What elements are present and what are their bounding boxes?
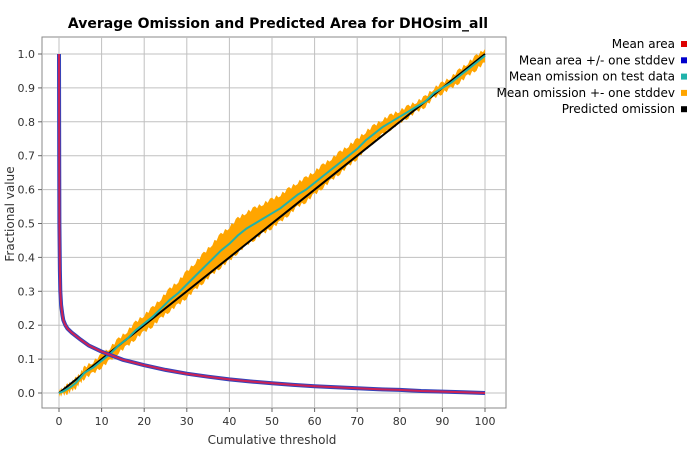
legend-label: Mean area (612, 37, 675, 51)
legend-label: Mean omission +- one stddev (497, 86, 676, 100)
x-tick-label: 50 (265, 415, 279, 428)
x-tick-label: 80 (393, 415, 407, 428)
x-tick-label: 60 (308, 415, 322, 428)
legend-swatch (681, 89, 687, 96)
legend-swatch (681, 57, 687, 64)
y-tick-label: 1.0 (18, 48, 36, 61)
legend-label: Mean omission on test data (509, 70, 675, 84)
grid (42, 37, 506, 408)
legend: Mean area Mean area +/- one stddev Mean om… (497, 37, 687, 116)
y-tick-label: 0.4 (18, 251, 36, 264)
legend-label: Mean area +/- one stddev (519, 53, 675, 67)
y-axis-ticks: 0.0 0.1 0.2 0.3 0.4 0.5 0.6 0.7 0.8 0.9 1.0 (18, 48, 42, 400)
y-axis-label: Fractional value (3, 166, 17, 261)
y-tick-label: 0.8 (18, 116, 36, 129)
x-tick-label: 100 (475, 415, 496, 428)
chart-title: Average Omission and Predicted Area for … (68, 16, 488, 32)
series-layer (57, 48, 486, 398)
y-tick-label: 0.9 (18, 82, 36, 95)
x-tick-label: 30 (180, 415, 194, 428)
x-tick-label: 40 (222, 415, 236, 428)
x-tick-label: 20 (137, 415, 151, 428)
x-tick-label: 0 (56, 415, 63, 428)
y-tick-label: 0.3 (18, 285, 36, 298)
legend-swatch (681, 73, 687, 80)
mean-area-line (58, 53, 486, 394)
x-tick-label: 10 (95, 415, 109, 428)
y-tick-label: 0.0 (18, 387, 36, 400)
y-tick-label: 0.7 (18, 150, 36, 163)
y-tick-label: 0.2 (18, 319, 36, 332)
y-tick-label: 0.6 (18, 184, 36, 197)
y-tick-label: 0.5 (18, 218, 36, 231)
legend-swatch (681, 41, 687, 47)
x-tick-label: 70 (350, 415, 364, 428)
y-tick-label: 0.1 (18, 353, 36, 366)
x-axis-ticks: 0 10 20 30 40 50 60 70 80 90 100 (56, 408, 496, 428)
x-axis-label: Cumulative threshold (208, 433, 337, 447)
x-tick-label: 90 (435, 415, 449, 428)
legend-label: Predicted omission (562, 102, 675, 116)
legend-swatch (681, 106, 687, 113)
